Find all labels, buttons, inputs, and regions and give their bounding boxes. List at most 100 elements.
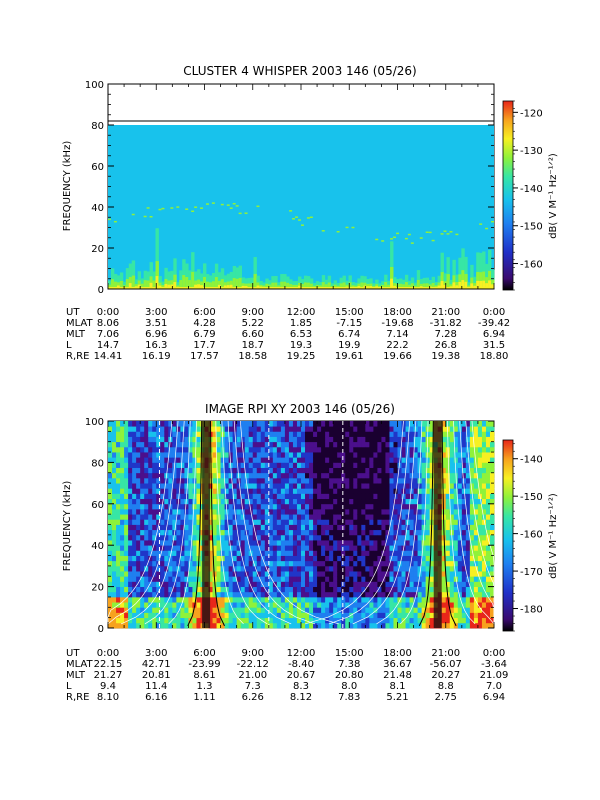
spectrogram-cell bbox=[425, 283, 430, 288]
spectrogram-cell bbox=[132, 571, 137, 577]
spectrogram-cell bbox=[305, 431, 310, 437]
spectrogram-cell bbox=[473, 571, 479, 577]
spectrogram-cell bbox=[345, 596, 350, 603]
spectrogram-cell bbox=[321, 586, 326, 593]
spectrogram-cell bbox=[481, 472, 487, 479]
spectrogram-cell bbox=[128, 607, 133, 613]
spectrogram-cell bbox=[397, 426, 402, 432]
spectrogram-cell bbox=[260, 576, 266, 582]
spectrogram-cell bbox=[461, 436, 467, 443]
spectrogram-cell bbox=[280, 524, 286, 531]
spectrogram-cell bbox=[288, 503, 294, 510]
spectrogram-cell bbox=[393, 462, 398, 468]
spectrogram-cell bbox=[184, 607, 189, 613]
spectrogram-cell bbox=[296, 622, 302, 629]
spectrogram-cell bbox=[185, 263, 189, 288]
ephemeris-value: 20.81 bbox=[142, 670, 171, 681]
spectrogram-cell bbox=[284, 534, 290, 541]
spectrogram-cell bbox=[120, 503, 125, 510]
spectrogram-cell bbox=[292, 457, 298, 463]
spectrogram-cell bbox=[260, 586, 266, 593]
spectrogram-cell bbox=[397, 591, 402, 598]
spectrogram-cell bbox=[156, 457, 161, 463]
spectrogram-cell bbox=[164, 519, 169, 525]
spectrogram-cell bbox=[405, 581, 410, 587]
spectrogram-cell bbox=[176, 602, 181, 608]
spectrogram-cell bbox=[149, 282, 153, 288]
spectrogram-cell bbox=[180, 493, 185, 500]
spectrogram-cell bbox=[419, 278, 424, 288]
spectrogram-cell bbox=[337, 514, 342, 520]
spectrogram-cell bbox=[148, 586, 153, 593]
spectrogram-cell bbox=[329, 514, 334, 520]
spectrogram-cell bbox=[276, 560, 282, 567]
spectrogram-cell bbox=[152, 550, 157, 556]
spectrogram-cell bbox=[112, 467, 117, 474]
spectrogram-cell bbox=[369, 612, 374, 619]
spectrogram-cell bbox=[228, 540, 234, 546]
spectrogram-cell bbox=[179, 270, 183, 288]
spectrogram-cell bbox=[173, 282, 177, 288]
spectrogram-cell bbox=[295, 284, 299, 288]
spectrogram-cell bbox=[272, 457, 278, 463]
spectrogram-cell bbox=[188, 607, 193, 613]
spectrogram-cell bbox=[337, 467, 342, 474]
spectrogram-cell bbox=[373, 498, 378, 505]
spectrogram-cell bbox=[180, 462, 185, 468]
spectrogram-cell bbox=[288, 576, 294, 582]
spectrogram-cell bbox=[301, 550, 306, 556]
spectrogram-cell bbox=[244, 607, 250, 613]
ephemeris-value: 0:00 bbox=[483, 307, 505, 318]
plasma-curve bbox=[459, 420, 495, 624]
spectrogram-cell bbox=[477, 534, 483, 541]
spectrogram-cell bbox=[152, 534, 157, 541]
spectrogram-cell bbox=[381, 529, 386, 536]
spectrogram-cell bbox=[473, 607, 479, 613]
spectrogram-cell bbox=[445, 514, 451, 520]
spectrogram-cell bbox=[365, 436, 370, 443]
spectrogram-cell bbox=[268, 524, 274, 531]
spectrogram-cell bbox=[180, 514, 185, 520]
spectrogram-cell bbox=[264, 452, 270, 458]
spectrogram-cell bbox=[429, 591, 435, 598]
spectrogram-cell bbox=[164, 555, 169, 562]
spectrogram-cell bbox=[220, 540, 226, 546]
spectrogram-cell bbox=[184, 514, 189, 520]
spectrogram-cell bbox=[248, 586, 254, 593]
spectrogram-cell bbox=[244, 519, 250, 525]
spectrogram-cell bbox=[112, 591, 117, 598]
spectrogram-cell bbox=[361, 581, 366, 587]
spectrogram-cell bbox=[333, 488, 338, 494]
spectrogram-cell bbox=[108, 421, 113, 427]
spectrogram-cell bbox=[325, 602, 330, 608]
spectrogram-cell bbox=[264, 426, 270, 432]
spectrogram-cell bbox=[353, 524, 358, 531]
spectrogram-cell bbox=[244, 524, 250, 531]
spectrogram-cell bbox=[377, 596, 382, 603]
spectrogram-cell bbox=[289, 279, 293, 288]
spectrogram-cell bbox=[296, 457, 302, 463]
spectrogram-cell bbox=[264, 514, 270, 520]
spectrogram-cell bbox=[354, 285, 358, 288]
spectrogram-cell bbox=[348, 275, 352, 288]
spectrogram-cell bbox=[140, 581, 145, 587]
spectrogram-cell bbox=[228, 565, 234, 572]
spectrogram-cell bbox=[212, 436, 217, 443]
spectrogram-cell bbox=[140, 441, 145, 448]
spectrogram-cell bbox=[306, 282, 311, 288]
spectrogram-cell bbox=[381, 457, 386, 463]
spectrogram-cell bbox=[268, 280, 272, 288]
spectrogram-cell bbox=[385, 596, 390, 603]
spectrogram-cell bbox=[161, 207, 165, 210]
spectrogram-cell bbox=[309, 216, 313, 219]
spectrogram-cell bbox=[361, 586, 366, 593]
spectrogram-cell bbox=[489, 529, 495, 536]
spectrogram-cell bbox=[421, 467, 427, 474]
spectrogram-cell bbox=[184, 622, 189, 629]
spectrogram-cell bbox=[309, 571, 314, 577]
spectrogram-cell bbox=[401, 446, 406, 453]
spectrogram-cell bbox=[268, 488, 274, 494]
spectrogram-cell bbox=[128, 276, 133, 288]
spectrogram-cell bbox=[124, 550, 129, 556]
spectrogram-cell bbox=[461, 472, 467, 479]
